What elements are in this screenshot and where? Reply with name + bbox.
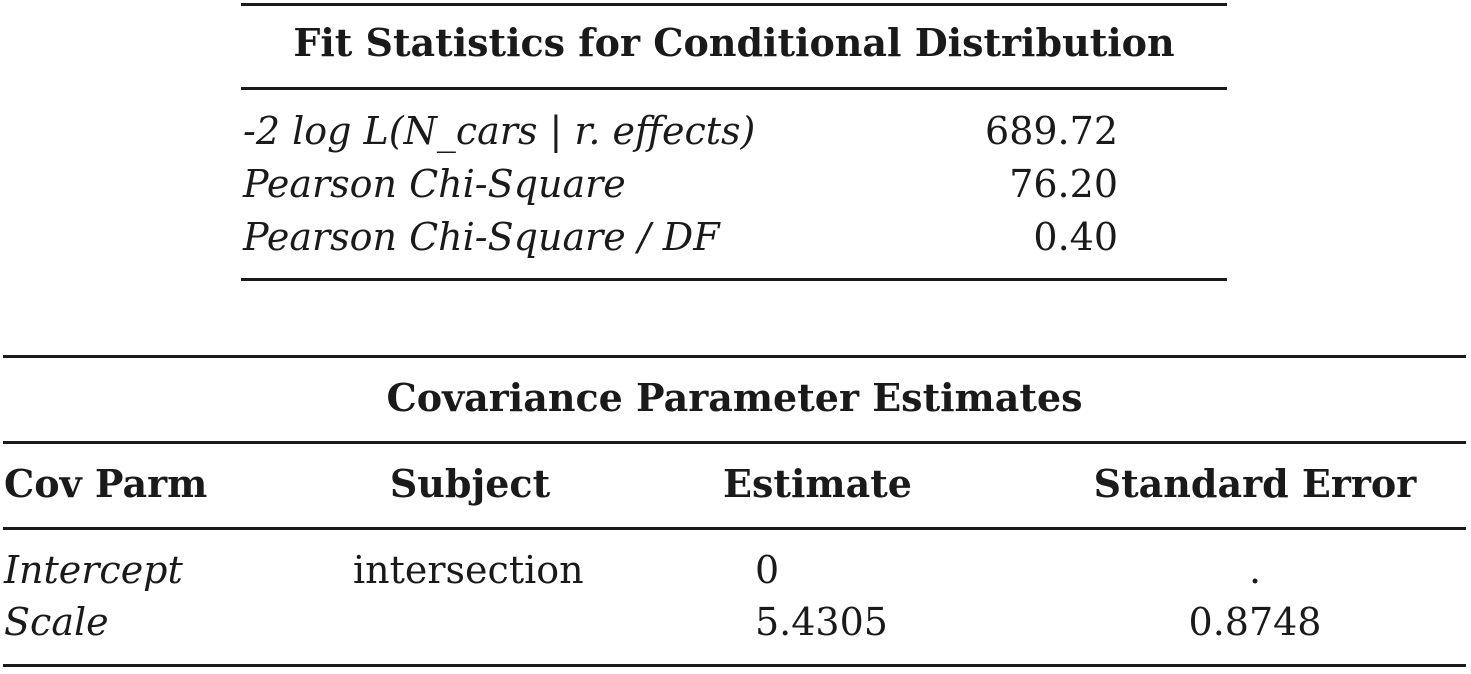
- cov-table-header-rule: [3, 527, 1466, 530]
- cov-parm-cell: Scale: [4, 600, 109, 644]
- fit-row-label: Pearson Chi-Square: [243, 162, 626, 206]
- fit-row-value: 0.40: [1033, 215, 1118, 259]
- standard-error-cell: 0.8748: [1188, 600, 1322, 644]
- fit-table-bottom-rule: [241, 278, 1227, 281]
- cov-table-title: Covariance Parameter Estimates: [386, 375, 1083, 420]
- fit-row-label: -2 log L(N_cars | r. effects): [243, 109, 756, 153]
- column-header-standard-error: Standard Error: [1093, 461, 1417, 506]
- cov-table-top-rule: [3, 355, 1466, 358]
- cov-parm-cell: Intercept: [4, 548, 183, 592]
- subject-cell: intersection: [353, 548, 584, 592]
- fit-row-value: 76.20: [1009, 162, 1118, 206]
- fit-row-label: Pearson Chi-Square / DF: [243, 215, 720, 259]
- column-header-subject: Subject: [389, 461, 551, 506]
- cov-table-bottom-rule: [3, 664, 1466, 667]
- estimate-cell: 0: [755, 548, 780, 592]
- fit-table-title: Fit Statistics for Conditional Distribut…: [293, 20, 1175, 65]
- column-header-cov-parm: Cov Parm: [4, 461, 208, 506]
- fit-table-header-rule: [241, 87, 1227, 90]
- standard-error-cell: .: [1248, 548, 1262, 592]
- fit-row-value: 689.72: [985, 109, 1118, 153]
- cov-table-title-rule: [3, 441, 1466, 444]
- fit-table-top-rule: [241, 3, 1227, 6]
- estimate-cell: 5.4305: [755, 600, 888, 644]
- column-header-estimate: Estimate: [723, 461, 912, 506]
